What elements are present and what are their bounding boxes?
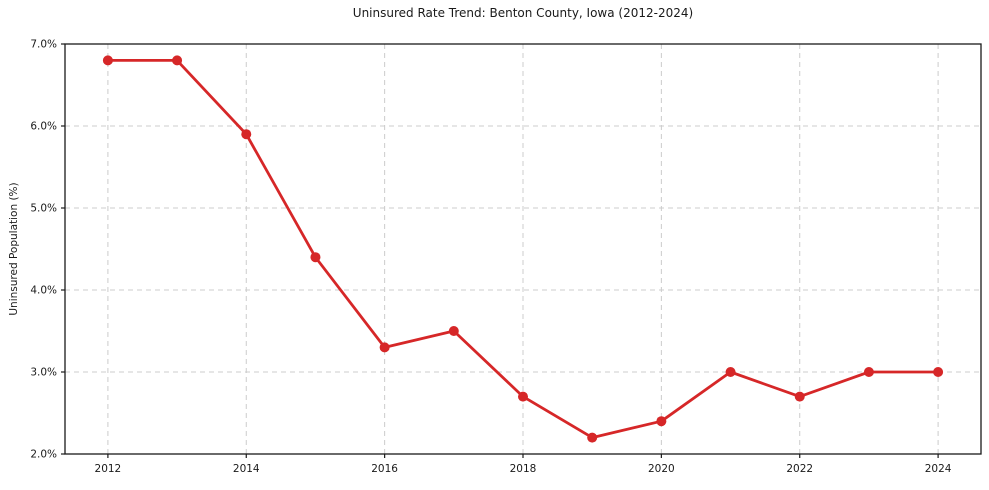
y-tick-label: 6.0% bbox=[30, 121, 57, 133]
data-point-marker bbox=[656, 416, 667, 427]
data-point-marker bbox=[587, 432, 598, 443]
y-tick-label: 4.0% bbox=[30, 285, 57, 297]
x-tick-label: 2012 bbox=[95, 463, 122, 475]
data-point-marker bbox=[933, 367, 944, 377]
x-tick-label: 2016 bbox=[371, 463, 398, 475]
data-point-marker bbox=[102, 55, 113, 66]
data-point-marker bbox=[725, 367, 736, 377]
y-tick-label: 3.0% bbox=[30, 367, 57, 379]
data-point-marker bbox=[448, 326, 459, 336]
x-tick-label: 2020 bbox=[648, 463, 675, 475]
y-tick-label: 7.0% bbox=[30, 39, 57, 51]
x-tick-label: 2014 bbox=[233, 463, 260, 475]
x-tick-label: 2022 bbox=[786, 463, 813, 475]
data-point-marker bbox=[518, 391, 528, 402]
data-point-marker bbox=[379, 342, 390, 353]
y-tick-label: 5.0% bbox=[30, 203, 57, 215]
y-axis-label: Uninsured Population (%) bbox=[8, 182, 20, 316]
x-tick-label: 2024 bbox=[925, 463, 952, 475]
data-point-marker bbox=[172, 55, 183, 66]
data-point-marker bbox=[241, 129, 252, 140]
x-tick-label: 2018 bbox=[510, 463, 537, 475]
data-point-marker bbox=[863, 367, 874, 377]
chart-title: Uninsured Rate Trend: Benton County, Iow… bbox=[352, 6, 694, 20]
y-tick-label: 2.0% bbox=[30, 449, 57, 461]
data-point-marker bbox=[310, 252, 321, 263]
data-point-marker bbox=[794, 391, 805, 402]
